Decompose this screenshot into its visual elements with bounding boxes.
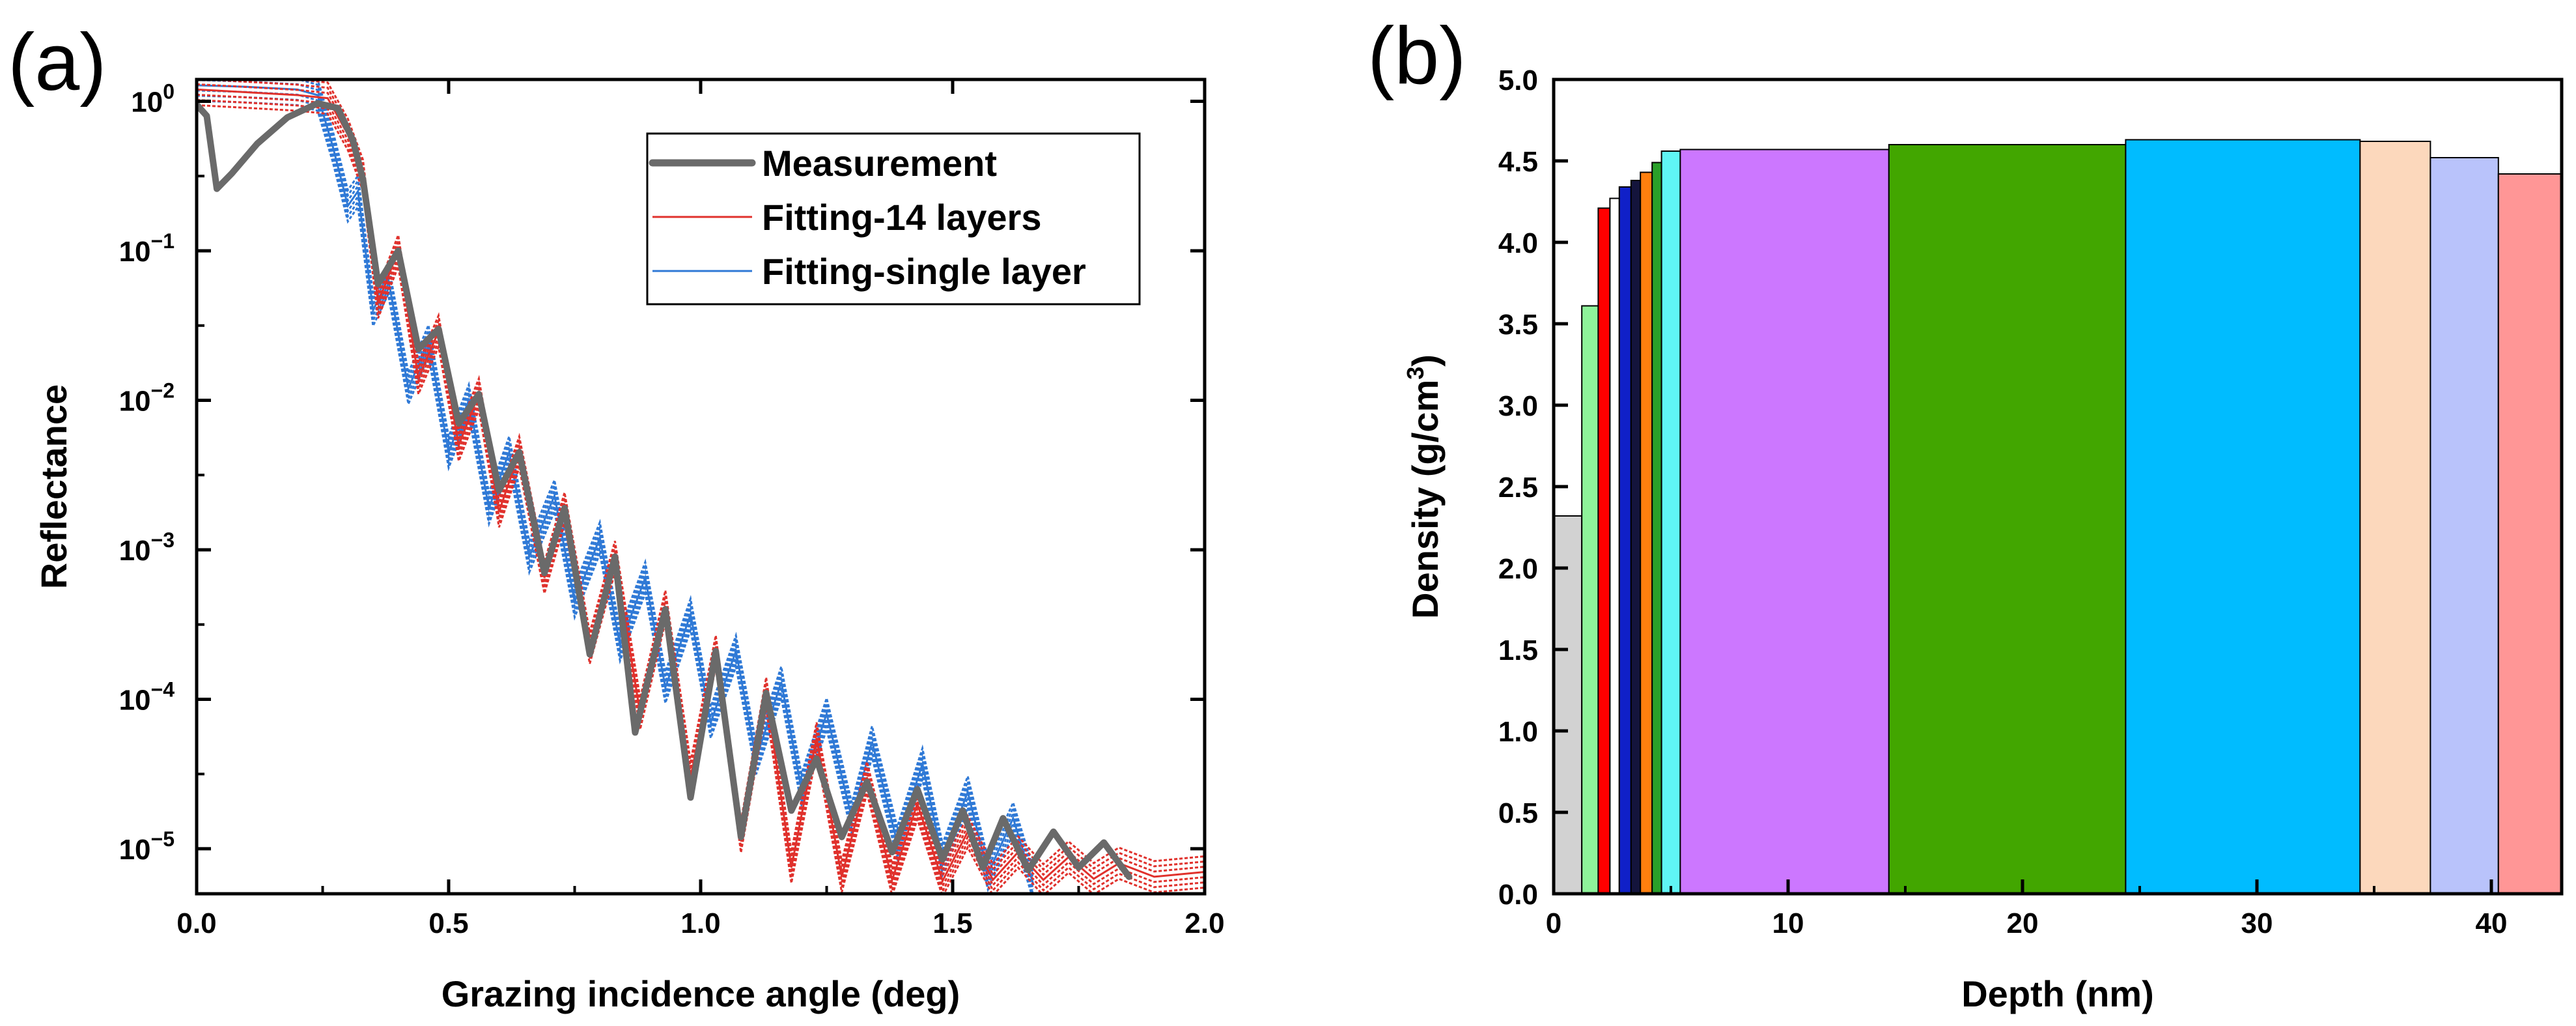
- y-tick-label-b-2: 1.0: [1498, 716, 1538, 748]
- y-tick-label-a-3: 10−3: [119, 528, 175, 567]
- layer-bar-0: [1553, 515, 1583, 894]
- density-chart: 0 10 20 30 40 0.0 0.5 1.0 1.5 2.0 2.5 3.0 3.5 4.0 4.5…: [1402, 64, 2564, 1014]
- y-tick-label-b-10: 5.0: [1498, 64, 1538, 96]
- legend-label-fitting-single: Fitting-single layer: [762, 251, 1086, 292]
- y-axis-title-b: Density (g/cm3): [1402, 354, 1446, 619]
- layer-bar-13: [2429, 157, 2499, 894]
- legend-label-measurement: Measurement: [762, 143, 997, 184]
- layer-bar-14: [2497, 173, 2563, 894]
- layer-bar-12: [2359, 141, 2431, 894]
- y-tick-label-b-3: 1.5: [1498, 634, 1538, 666]
- x-axis-title-b: Depth (nm): [1961, 973, 2154, 1014]
- layer-bar-7: [1651, 162, 1662, 894]
- layer-bar-5: [1630, 180, 1642, 894]
- y-tick-label-a-2: 10−2: [119, 378, 175, 417]
- y-tick-label-a-0: 100: [131, 80, 175, 119]
- reflectance-chart: 0.0 0.5 1.0 1.5 2.0 10010−110−210−310−410−5 …: [33, 78, 1225, 1014]
- layer-bar-8: [1660, 150, 1681, 894]
- x-tick-label-b-0: 0: [1546, 907, 1561, 939]
- series-1-line-5: [280, 79, 1205, 868]
- x-tick-label-a-4: 2.0: [1184, 907, 1224, 939]
- x-tick-label-a-3: 1.5: [932, 907, 972, 939]
- layer-bar-10: [1888, 144, 2127, 894]
- x-tick-label-a-2: 1.0: [680, 907, 720, 939]
- legend: Measurement Fitting-14 layers Fitting-si…: [646, 132, 1141, 306]
- layer-bar-1: [1581, 305, 1599, 894]
- y-tick-label-b-1: 0.5: [1498, 797, 1538, 829]
- legend-label-fitting-14: Fitting-14 layers: [762, 197, 1041, 238]
- layer-bar-3: [1609, 197, 1620, 894]
- y-tick-label-b-6: 3.0: [1498, 390, 1538, 422]
- y-axis-title-b-base: Density (g/cm: [1405, 380, 1446, 619]
- layer-bar-11: [2125, 139, 2361, 894]
- panel-label-a: (a): [8, 18, 107, 107]
- y-tick-label-a-4: 10−4: [119, 677, 175, 716]
- y-tick-label-a-1: 10−1: [119, 229, 175, 268]
- x-tick-label-b-3: 30: [2241, 907, 2273, 939]
- y-tick-label-b-4: 2.0: [1498, 553, 1538, 585]
- series-2-line-4: [197, 89, 1035, 890]
- x-tick-label-b-2: 20: [2007, 907, 2039, 939]
- y-axis-title-b-sup: 3: [1402, 367, 1429, 380]
- y-axis-title-a: Reflectance: [33, 384, 74, 589]
- layer-bar-9: [1679, 149, 1890, 894]
- x-tick-label-a-1: 0.5: [428, 907, 468, 939]
- layer-bar-6: [1640, 171, 1653, 894]
- layer-bar-2: [1597, 207, 1611, 894]
- y-tick-label-b-0: 0.0: [1498, 879, 1538, 911]
- y-tick-label-b-5: 2.5: [1498, 472, 1538, 504]
- series-measurement-line: [197, 100, 1132, 880]
- x-axis-title-a: Grazing incidence angle (deg): [441, 973, 960, 1014]
- y-tick-label-b-9: 4.5: [1498, 146, 1538, 178]
- layer-bar-4: [1618, 186, 1632, 894]
- x-tick-label-b-1: 10: [1772, 907, 1804, 939]
- y-tick-label-b-7: 3.5: [1498, 309, 1538, 341]
- y-tick-label-b-8: 4.0: [1498, 227, 1538, 259]
- y-axis-title-b-close: ): [1405, 354, 1446, 367]
- x-tick-label-b-4: 40: [2476, 907, 2508, 939]
- x-tick-label-a-0: 0.0: [176, 907, 216, 939]
- panel-label-b: (b): [1367, 11, 1466, 101]
- y-tick-label-a-5: 10−5: [119, 827, 175, 866]
